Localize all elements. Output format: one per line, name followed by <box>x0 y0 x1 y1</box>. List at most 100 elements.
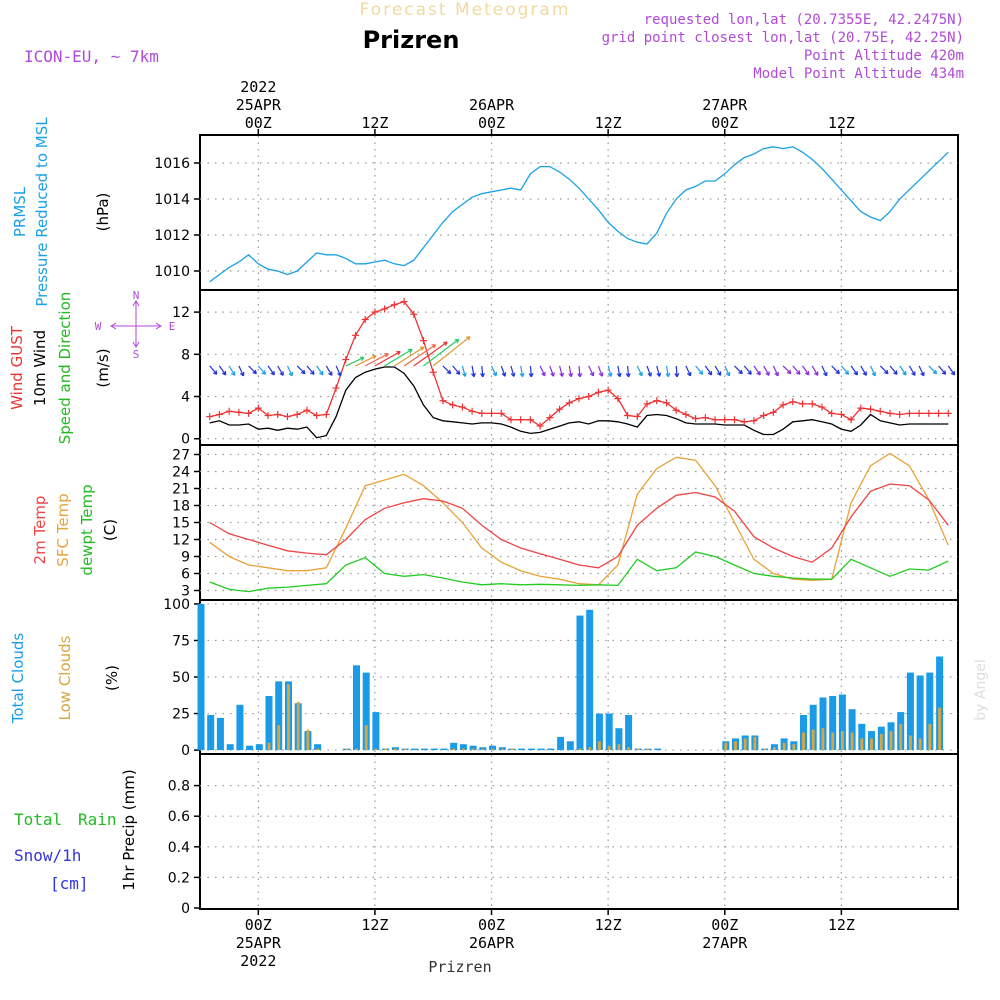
total-cloud-bar <box>819 697 827 751</box>
model-label: ICON-EU, ~ 7km <box>24 47 159 66</box>
wind-arrow <box>374 351 401 367</box>
time-label: 00Z <box>245 114 272 132</box>
total-cloud-bar <box>566 741 574 751</box>
time-label: 27APR <box>702 934 748 952</box>
precip-total-label: Total <box>14 810 62 829</box>
precip-cm-label: [cm] <box>50 874 89 893</box>
gust-marker <box>594 388 602 396</box>
gust-marker <box>283 413 291 421</box>
wind-arrow <box>577 365 583 378</box>
gust-marker <box>614 395 622 403</box>
y-tick-label: 1016 <box>154 156 190 172</box>
low-cloud-bar <box>909 735 912 751</box>
wind-arrow <box>724 365 731 377</box>
wind-arrow <box>811 365 819 376</box>
total-cloud-bar <box>226 744 234 750</box>
wind-arrow <box>403 344 437 367</box>
wind-arrow <box>461 365 467 377</box>
gust-marker <box>789 398 797 406</box>
total-cloud-bar <box>829 696 837 751</box>
total-cloud-bar <box>450 742 458 751</box>
gust-marker <box>857 404 865 412</box>
wind-arrow <box>763 365 770 376</box>
y-tick-label: 3 <box>181 584 190 600</box>
footer-station: Prizren <box>428 958 491 976</box>
gust-marker <box>536 422 544 430</box>
gust-marker <box>215 410 223 418</box>
total-cloud-bar <box>518 748 526 751</box>
gust-marker <box>381 305 389 313</box>
low-cloud-bar <box>364 725 368 750</box>
time-gridlines <box>257 136 842 908</box>
total-cloud-bar <box>916 675 924 750</box>
total-cloud-bar <box>527 748 535 751</box>
time-label: 26APR <box>469 934 515 952</box>
total-cloud-bar <box>197 603 205 751</box>
gust-marker <box>935 409 943 417</box>
time-label: 00Z <box>711 916 738 934</box>
gust-marker <box>546 414 554 422</box>
gust-marker <box>769 408 777 416</box>
total-cloud-bar <box>275 681 283 751</box>
gust-marker <box>662 399 670 407</box>
total-cloud-bar <box>936 656 944 750</box>
precip-panel: 0 0.2 0.4 0.6 0.8 Total Rain Snow/1h [cm] 1h… <box>14 769 958 917</box>
wind-arrow <box>384 348 413 367</box>
compass-s: S <box>133 348 140 361</box>
low-cloud-bar <box>918 738 922 751</box>
wind-arrow <box>792 365 801 375</box>
total-cloud-bar <box>421 748 428 751</box>
temp-dewpt-label: dewpt Temp <box>78 484 96 575</box>
wind-arrow <box>840 365 850 375</box>
wind-arrow <box>306 365 315 375</box>
gust-marker <box>332 384 340 392</box>
total-cloud-bar <box>265 696 273 751</box>
gust-marker <box>750 417 758 425</box>
total-cloud-bar <box>625 715 633 751</box>
low-cloud-bar <box>452 748 456 751</box>
y-tick-label: 50 <box>172 670 190 686</box>
low-cloud-bar <box>889 731 893 751</box>
gust-marker <box>915 409 923 417</box>
grid-point-coords: grid point closest lon,lat (20.75E, 42.2… <box>602 30 964 46</box>
wind-arrow <box>296 365 306 375</box>
low-cloud-bar <box>646 748 650 751</box>
gust-marker <box>575 395 583 403</box>
point-altitude: Point Altitude 420m <box>804 48 964 64</box>
gust-marker <box>206 413 214 421</box>
low-clouds-label: Low Clouds <box>56 635 74 720</box>
y-tick-label: 27 <box>172 448 190 464</box>
time-label: 12Z <box>828 114 855 132</box>
wind-arrow <box>607 365 613 377</box>
total-cloud-bar <box>926 672 934 751</box>
wind-arrow <box>704 365 713 376</box>
time-label: 00Z <box>245 916 272 934</box>
wind-arrow <box>685 365 692 377</box>
gust-marker <box>264 412 272 420</box>
total-cloud-bar <box>353 665 360 751</box>
low-cloud-bar <box>598 741 601 751</box>
wind-arrow <box>539 365 546 377</box>
gust-marker <box>429 368 437 376</box>
total-cloud-bar <box>216 717 224 751</box>
gust-marker <box>818 403 826 411</box>
y-tick-label: 0.8 <box>168 779 190 795</box>
wind-arrow <box>568 365 574 378</box>
low-cloud-bar <box>345 748 349 751</box>
total-cloud-bar <box>246 745 254 751</box>
time-label: 25APR <box>236 934 282 952</box>
gust-marker <box>701 414 709 422</box>
low-cloud-bar <box>287 684 290 751</box>
wind-arrow <box>879 365 889 375</box>
wind-arrow <box>413 341 448 367</box>
total-cloud-bar <box>595 713 603 750</box>
total-cloud-bar <box>615 728 623 751</box>
wind-arrow <box>490 365 497 377</box>
time-label: 2022 <box>240 78 276 96</box>
wind-direction-arrows <box>209 336 956 378</box>
wind-arrow <box>423 338 460 367</box>
wind-arrow <box>772 365 779 377</box>
wind-arrow <box>665 365 671 378</box>
total-clouds-label: Total Clouds <box>9 633 27 725</box>
